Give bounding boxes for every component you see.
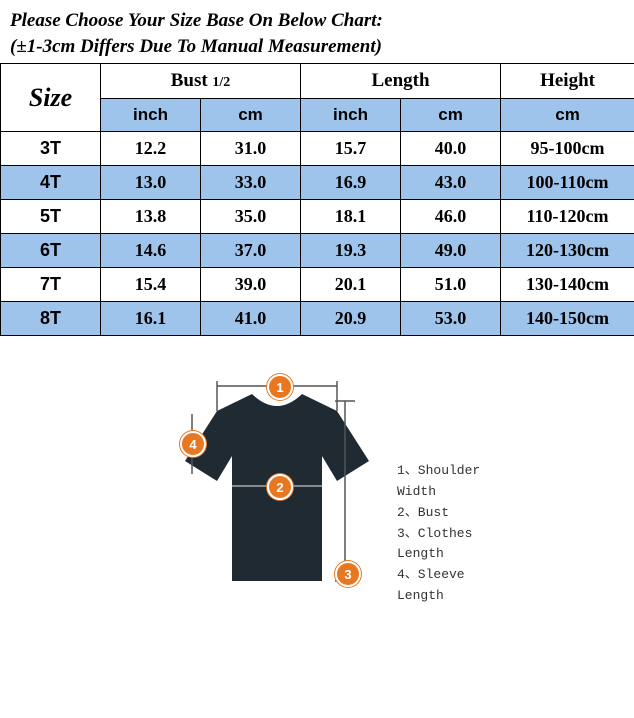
header-bust: Bust 1/2 xyxy=(101,64,301,99)
cell-len-cm: 43.0 xyxy=(401,166,501,200)
cell-len-cm: 49.0 xyxy=(401,234,501,268)
header-height: Height xyxy=(501,64,634,99)
table-row: 3T 12.2 31.0 15.7 40.0 95-100cm xyxy=(1,132,634,166)
legend-item-3: 3、Clothes Length xyxy=(397,524,517,566)
cell-height: 95-100cm xyxy=(501,132,634,166)
cell-size: 6T xyxy=(1,234,101,268)
cell-height: 120-130cm xyxy=(501,234,634,268)
subheader-bust-cm: cm xyxy=(201,99,301,132)
legend-item-4: 4、Sleeve Length xyxy=(397,565,517,607)
cell-size: 7T xyxy=(1,268,101,302)
table-row: 8T 16.1 41.0 20.9 53.0 140-150cm xyxy=(1,302,634,336)
legend-item-1: 1、Shoulder Width xyxy=(397,461,517,503)
cell-height: 140-150cm xyxy=(501,302,634,336)
subheader-height-cm: cm xyxy=(501,99,634,132)
cell-bust-in: 12.2 xyxy=(101,132,201,166)
cell-height: 100-110cm xyxy=(501,166,634,200)
subheader-bust-inch: inch xyxy=(101,99,201,132)
legend: 1、Shoulder Width 2、Bust 3、Clothes Length… xyxy=(397,461,517,607)
cell-height: 130-140cm xyxy=(501,268,634,302)
table-row: 4T 13.0 33.0 16.9 43.0 100-110cm xyxy=(1,166,634,200)
cell-height: 110-120cm xyxy=(501,200,634,234)
cell-size: 8T xyxy=(1,302,101,336)
cell-len-in: 18.1 xyxy=(301,200,401,234)
cell-size: 5T xyxy=(1,200,101,234)
cell-len-cm: 46.0 xyxy=(401,200,501,234)
cell-bust-cm: 39.0 xyxy=(201,268,301,302)
cell-len-in: 20.9 xyxy=(301,302,401,336)
header-size: Size xyxy=(1,64,101,132)
size-chart-table: Size Bust 1/2 Length Height inch cm inch… xyxy=(0,63,634,336)
subheader-length-inch: inch xyxy=(301,99,401,132)
cell-len-in: 20.1 xyxy=(301,268,401,302)
subheader-length-cm: cm xyxy=(401,99,501,132)
cell-bust-cm: 37.0 xyxy=(201,234,301,268)
legend-item-2: 2、Bust xyxy=(397,503,517,524)
cell-bust-cm: 35.0 xyxy=(201,200,301,234)
cell-bust-cm: 31.0 xyxy=(201,132,301,166)
cell-bust-cm: 41.0 xyxy=(201,302,301,336)
cell-len-cm: 53.0 xyxy=(401,302,501,336)
cell-bust-in: 13.8 xyxy=(101,200,201,234)
cell-bust-in: 16.1 xyxy=(101,302,201,336)
cell-bust-in: 14.6 xyxy=(101,234,201,268)
cell-len-in: 15.7 xyxy=(301,132,401,166)
instruction-header: Please Choose Your Size Base On Below Ch… xyxy=(0,0,634,63)
cell-bust-cm: 33.0 xyxy=(201,166,301,200)
header-length: Length xyxy=(301,64,501,99)
cell-size: 4T xyxy=(1,166,101,200)
measurement-diagram: 1 2 3 4 1、Shoulder Width 2、Bust 3、Clothe… xyxy=(0,336,634,626)
cell-len-in: 16.9 xyxy=(301,166,401,200)
header-line-2: (±1-3cm Differs Due To Manual Measuremen… xyxy=(10,36,382,57)
cell-len-in: 19.3 xyxy=(301,234,401,268)
cell-len-cm: 51.0 xyxy=(401,268,501,302)
table-row: 6T 14.6 37.0 19.3 49.0 120-130cm xyxy=(1,234,634,268)
cell-bust-in: 15.4 xyxy=(101,268,201,302)
cell-bust-in: 13.0 xyxy=(101,166,201,200)
header-line-1: Please Choose Your Size Base On Below Ch… xyxy=(10,10,383,31)
cell-size: 3T xyxy=(1,132,101,166)
table-row: 7T 15.4 39.0 20.1 51.0 130-140cm xyxy=(1,268,634,302)
cell-len-cm: 40.0 xyxy=(401,132,501,166)
table-row: 5T 13.8 35.0 18.1 46.0 110-120cm xyxy=(1,200,634,234)
